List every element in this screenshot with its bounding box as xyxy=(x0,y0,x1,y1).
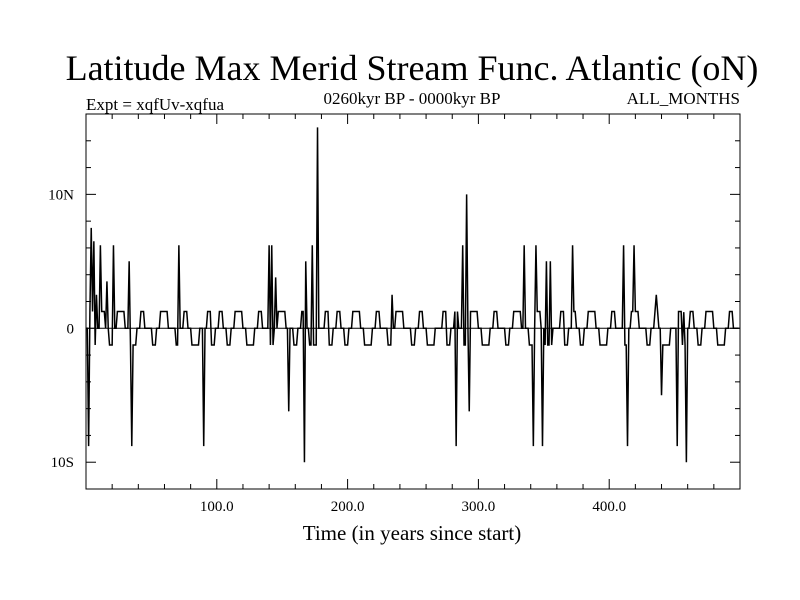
chart-title: Latitude Max Merid Stream Func. Atlantic… xyxy=(66,48,759,88)
y-tick-label: 0 xyxy=(67,321,75,337)
time-range-label: 0260kyr BP - 0000kyr BP xyxy=(324,89,501,108)
x-axis-label: Time (in years since start) xyxy=(303,521,522,545)
x-tick-label: 300.0 xyxy=(462,499,496,515)
x-tick-label: 400.0 xyxy=(592,499,626,515)
experiment-label: Expt = xqfUv-xqfua xyxy=(86,95,224,114)
plot-frame xyxy=(85,113,741,490)
y-tick-label: 10N xyxy=(48,187,74,203)
y-tick-label: 10S xyxy=(51,455,74,471)
data-series-line xyxy=(86,127,739,463)
months-label: ALL_MONTHS xyxy=(627,89,740,108)
x-tick-label: 100.0 xyxy=(200,499,234,515)
axis-tick-labels: 100.0 200.0 300.0 400.0 10N 0 10S xyxy=(48,187,626,515)
axis-ticks xyxy=(86,114,740,489)
x-tick-label: 200.0 xyxy=(331,499,365,515)
